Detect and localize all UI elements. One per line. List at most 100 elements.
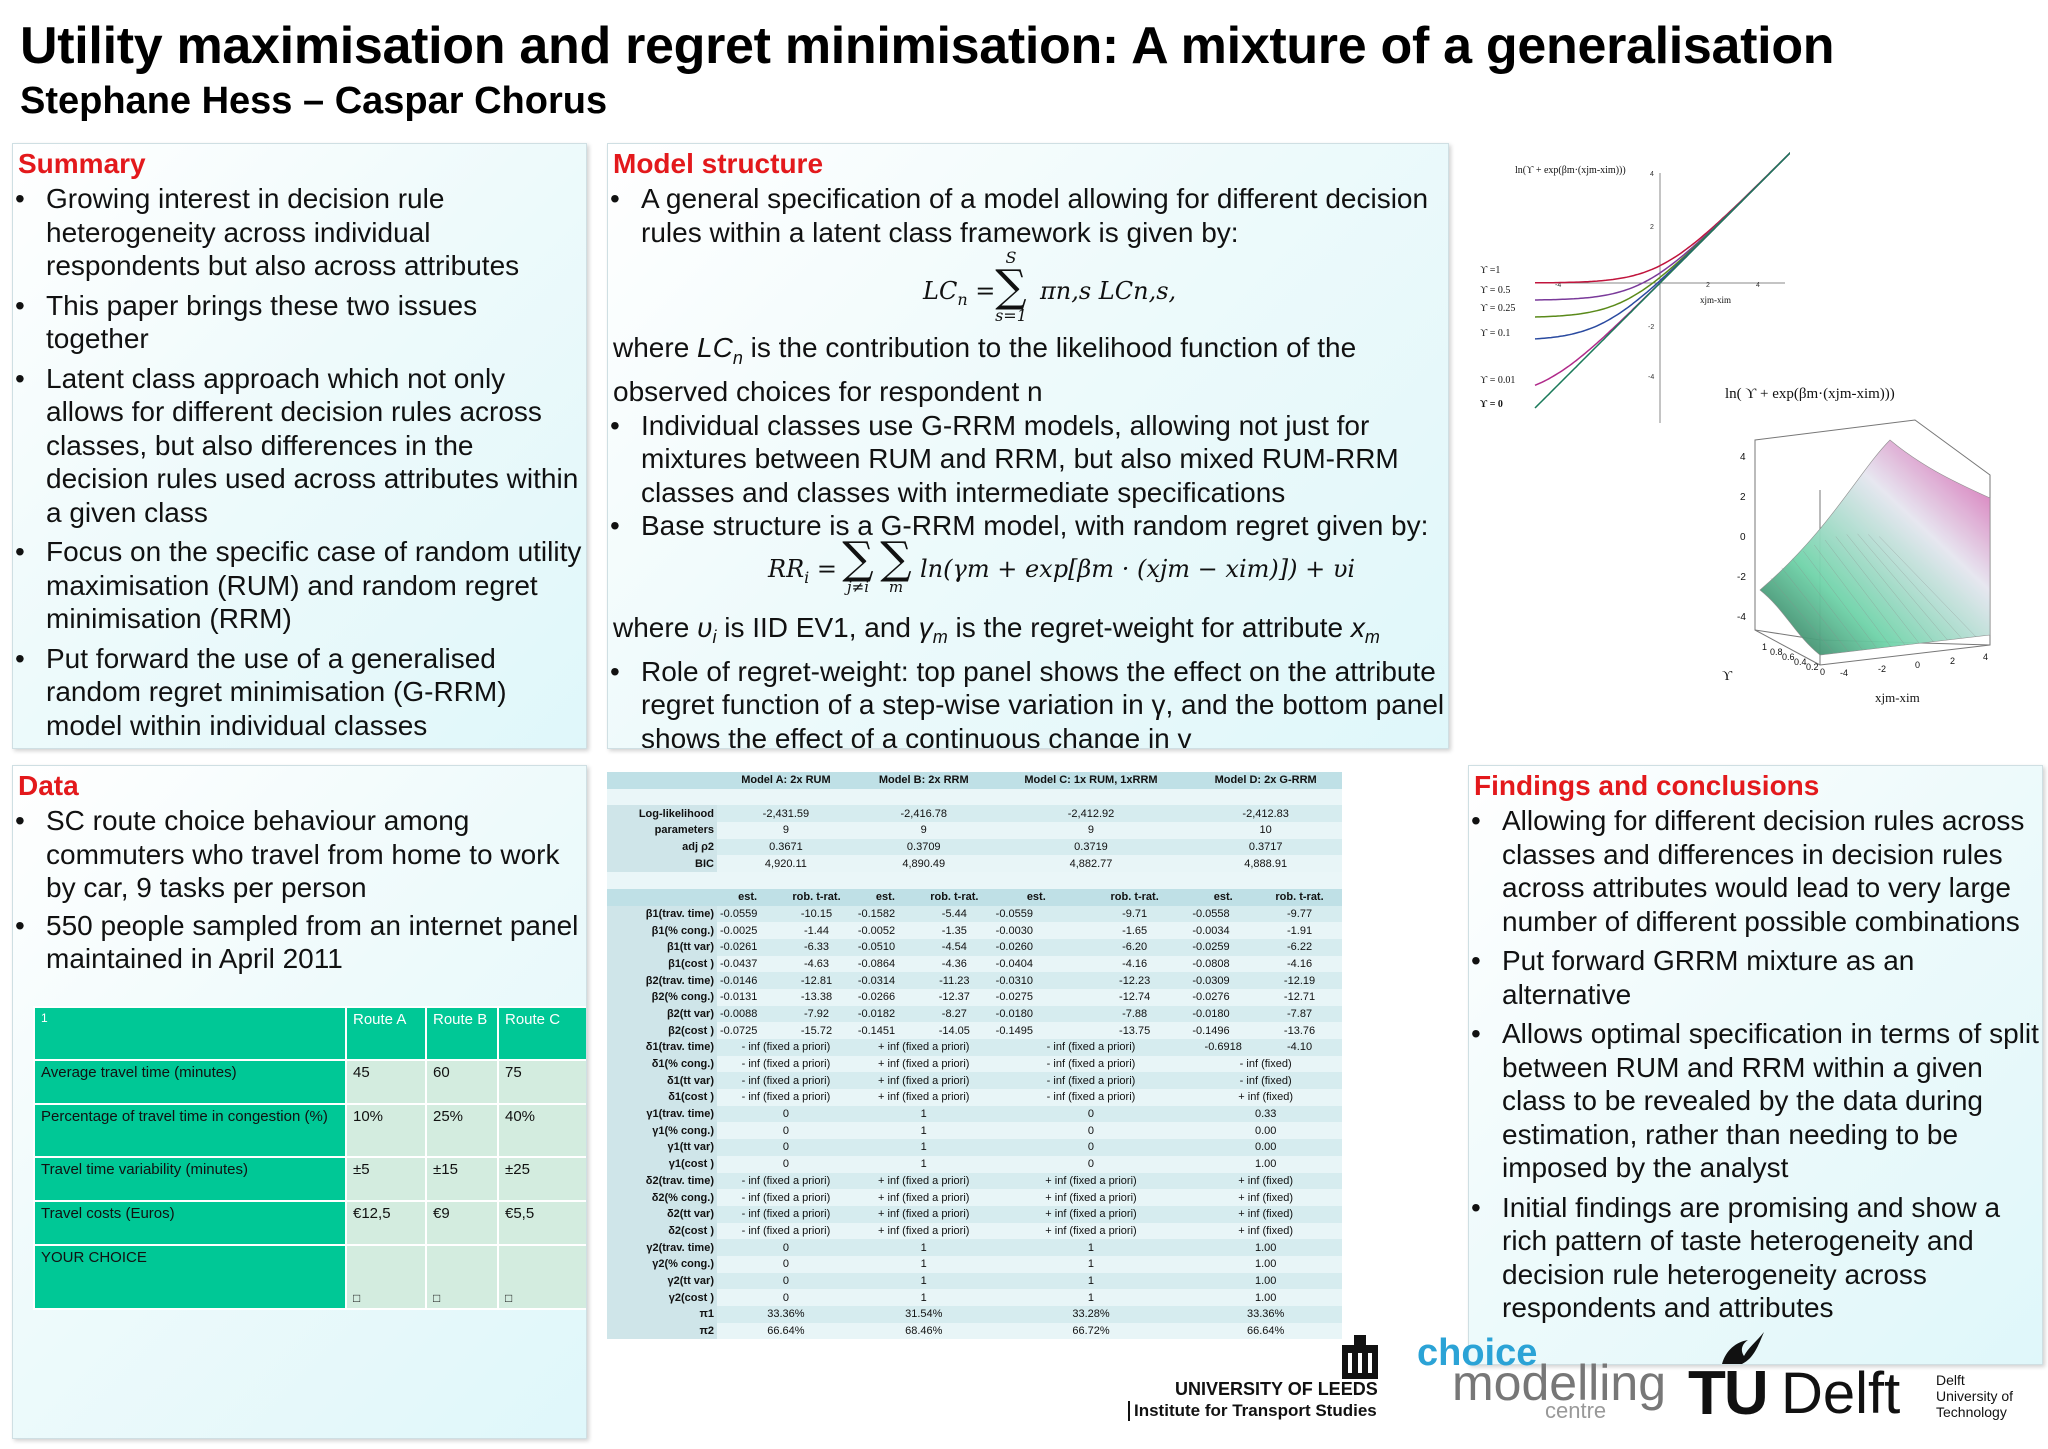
est-value: -0.0558: [1189, 905, 1258, 923]
route-a-checkbox[interactable]: □: [345, 1244, 427, 1310]
fit-value: 4,920.11: [717, 855, 855, 873]
est-row-label: β2(% cong.): [607, 988, 717, 1006]
route-cell: €5,5: [497, 1200, 586, 1246]
est-row-label: δ2(cost ): [607, 1222, 717, 1240]
est-value: - inf (fixed a priori): [717, 1172, 855, 1190]
model-header: Model D: 2x G-RRM: [1189, 772, 1342, 789]
est-row-label: γ2(trav. time): [607, 1239, 717, 1256]
est-value: + inf (fixed): [1189, 1189, 1342, 1206]
est-row-label: γ1(trav. time): [607, 1105, 717, 1123]
flame-icon: [1722, 1332, 1764, 1364]
col-est-header: est.: [854, 888, 916, 906]
est-row-label: β1(% cong.): [607, 922, 717, 939]
regret-curve: [1535, 151, 1790, 284]
est-value: -0.1451: [854, 1022, 916, 1039]
leeds-name: UNIVERSITY OF LEEDS: [1175, 1379, 1378, 1399]
est-row: δ1(% cong.) - inf (fixed a priori) + inf (…: [607, 1055, 1342, 1073]
est-value: 0.00: [1189, 1122, 1342, 1140]
findings-bullet: Initial findings are promising and show …: [1469, 1191, 2042, 1325]
est-row: β1(cost ) -0.0437 -4.63 -0.0864 -4.36 -0.0404…: [607, 955, 1342, 973]
est-value: - inf (fixed a priori): [717, 1039, 855, 1056]
est-value: 0: [717, 1272, 855, 1290]
surf-x-label: xjm-xim: [1875, 690, 1920, 705]
est-value: -0.0034: [1189, 922, 1258, 939]
est-value: 1: [854, 1155, 993, 1173]
est-value: -0.0404: [992, 955, 1080, 973]
your-choice-label: YOUR CHOICE: [33, 1244, 347, 1310]
curve-label: ϒ = 0.5: [1480, 285, 1510, 296]
route-row-label: Travel time variability (minutes): [33, 1156, 347, 1202]
est-value: -8.27: [916, 1005, 993, 1023]
est-value: -0.1582: [854, 905, 916, 923]
leeds-logo: UNIVERSITY OF LEEDS Institute for Transp…: [1125, 1335, 1385, 1425]
est-value: 33.36%: [717, 1306, 855, 1323]
est-value: 0.00: [1189, 1139, 1342, 1156]
text2-b: is IID EV1, and: [716, 611, 919, 643]
est-value: -0.0310: [992, 972, 1080, 989]
est-row: parameters 9 9 9 10: [607, 822, 1342, 839]
est-row: adj ρ2 0.3671 0.3709 0.3719 0.3717: [607, 838, 1342, 856]
tu-delft-logo: TU Delft Delft University of Technology: [1688, 1330, 2038, 1430]
est-value: 66.64%: [717, 1322, 855, 1340]
route-b-checkbox[interactable]: □: [425, 1244, 499, 1310]
tud-delft: Delft: [1781, 1361, 1901, 1426]
fit-value: 0.3719: [992, 838, 1190, 856]
col-est-header: est.: [717, 888, 779, 906]
est-row: β1(tt var) -0.0261 -6.33 -0.0510 -4.54 -0.026…: [607, 938, 1342, 956]
est-row: β2(% cong.) -0.0131 -13.38 -0.0266 -12.37 -0.…: [607, 988, 1342, 1006]
findings-bullet: Put forward GRRM mixture as an alternati…: [1469, 944, 2042, 1011]
eq2-sum2: m: [888, 577, 904, 596]
route-cell: ±5: [345, 1156, 427, 1202]
route-header: Route A: [345, 1006, 427, 1061]
tud-side-2: University of: [1936, 1388, 2014, 1404]
curve-label: ϒ = 0: [1480, 399, 1503, 410]
fit-value: 0.3717: [1189, 838, 1342, 856]
surf-x-tick: -2: [1878, 664, 1886, 674]
est-row-label: δ1(tt var): [607, 1072, 717, 1090]
est-value: -0.0314: [854, 972, 916, 989]
est-row: δ2(trav. time) - inf (fixed a priori) + in…: [607, 1172, 1342, 1190]
est-value: -1.65: [1079, 922, 1190, 939]
est-value: -0.0261: [717, 938, 779, 956]
col-est-header: est.: [1189, 888, 1258, 906]
curve-label: ϒ =1: [1480, 265, 1500, 276]
surface-grid-line: [1835, 536, 1920, 644]
fit-value: 0.3671: [717, 838, 855, 856]
est-row-label: δ1(trav. time): [607, 1039, 717, 1056]
model-heading: Model structure: [613, 148, 824, 179]
est-row: [607, 872, 1342, 889]
surf-z-tick: -2: [1737, 572, 1746, 583]
est-blank: [717, 788, 1342, 806]
text1-b: is the contribution to the likelihood fu…: [613, 332, 1357, 408]
route-cell: €9: [425, 1200, 499, 1246]
est-value: -6.33: [778, 938, 855, 956]
est-value: 1: [992, 1272, 1190, 1290]
route-c-checkbox[interactable]: □: [497, 1244, 586, 1310]
surf-g-tick: 0.4: [1794, 657, 1807, 667]
est-value: + inf (fixed a priori): [992, 1222, 1190, 1240]
est-value: 0: [717, 1289, 855, 1306]
est-row: est. rob. t-rat. est. rob. t-rat. est. rob. t…: [607, 888, 1342, 906]
summary-bullet: Put forward the use of a generalised ran…: [13, 642, 582, 743]
est-value: 0: [717, 1239, 855, 1256]
est-value: - inf (fixed a priori): [992, 1089, 1190, 1106]
regret-curve: [1534, 151, 1790, 409]
est-row: γ2(% cong.) 0 1 1 1.00: [607, 1255, 1342, 1273]
choice-modelling-centre-logo: choice modelling centre: [1415, 1328, 1666, 1428]
route-cell: 25%: [425, 1103, 499, 1158]
est-value: -1.91: [1257, 922, 1342, 939]
est-value: - inf (fixed a priori): [717, 1189, 855, 1206]
eq2-lhs: RR: [768, 554, 805, 583]
est-row: δ2(cost ) - inf (fixed a priori) + inf (fi…: [607, 1222, 1342, 1240]
est-value: -0.0309: [1189, 972, 1258, 989]
eq2-sum1: j≠i: [846, 577, 870, 596]
est-value: + inf (fixed): [1189, 1222, 1342, 1240]
eq1-bottom: s=1: [995, 306, 1027, 325]
est-row-label: parameters: [607, 822, 717, 839]
top-plot-ylabel: ln(ϒ + exp(βm·(xjm-xim))): [1515, 165, 1626, 176]
est-value: -12.74: [1079, 988, 1190, 1006]
est-row: δ1(tt var) - inf (fixed a priori) + inf (f…: [607, 1072, 1342, 1090]
est-value: + inf (fixed a priori): [854, 1205, 993, 1223]
est-row: γ2(trav. time) 0 1 1 1.00: [607, 1239, 1342, 1256]
data-heading: Data: [18, 770, 79, 801]
